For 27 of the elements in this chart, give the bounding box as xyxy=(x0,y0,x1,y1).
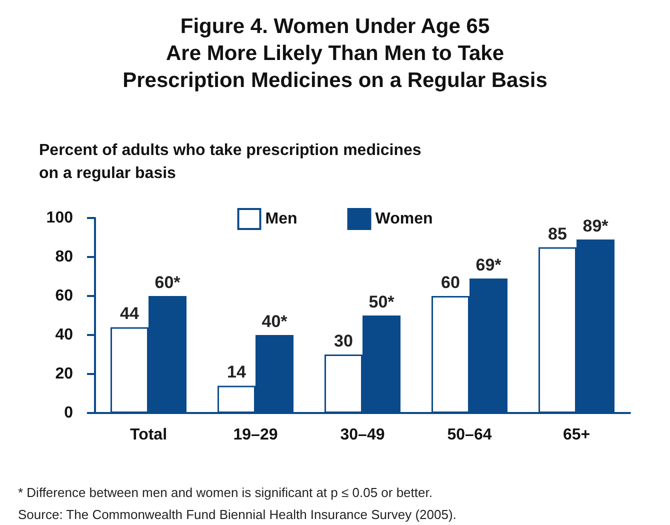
data-label: 89* xyxy=(582,216,609,236)
y-tick-label: 0 xyxy=(64,404,74,422)
chart-subtitle: Percent of adults who take prescription medicines on a regular basis xyxy=(39,142,422,182)
data-label: 40* xyxy=(262,312,288,331)
data-label: 60 xyxy=(441,273,460,292)
data-label: 44 xyxy=(120,304,140,324)
text: * Difference between men and women is significant at p ≤ 0.05 or better. xyxy=(18,485,432,500)
y-tick-label: 40 xyxy=(55,326,74,344)
y-tick-label: 20 xyxy=(55,366,74,382)
x-tick-label: Total xyxy=(130,426,168,444)
legend-label: Women xyxy=(375,210,433,228)
x-tick-label: 19–29 xyxy=(233,426,278,444)
y-tick-label: 100 xyxy=(46,210,74,226)
x-tick-label: 65+ xyxy=(562,426,590,444)
y-tick-label: 60 xyxy=(55,288,74,304)
data-label: 85 xyxy=(548,224,567,244)
data-label: 60* xyxy=(154,273,181,292)
data-label: 50* xyxy=(368,292,395,312)
data-label: 30 xyxy=(334,332,353,350)
source-note: Source: The Commonwealth Fund Biennial Health Insurance Survey (2005). xyxy=(18,507,456,522)
legend-label: Men xyxy=(265,210,298,228)
y-tick-label: 80 xyxy=(55,248,74,266)
x-tick-label: 50–64 xyxy=(447,426,492,444)
data-label: 69* xyxy=(476,255,502,274)
x-tick-label: 30–49 xyxy=(340,426,385,444)
data-label: 14 xyxy=(227,362,246,382)
chart-title: Figure 4. Women Under Age 65 Are More Likely Than Men to Take Prescription Medicines on a Regular Basis xyxy=(122,15,548,92)
